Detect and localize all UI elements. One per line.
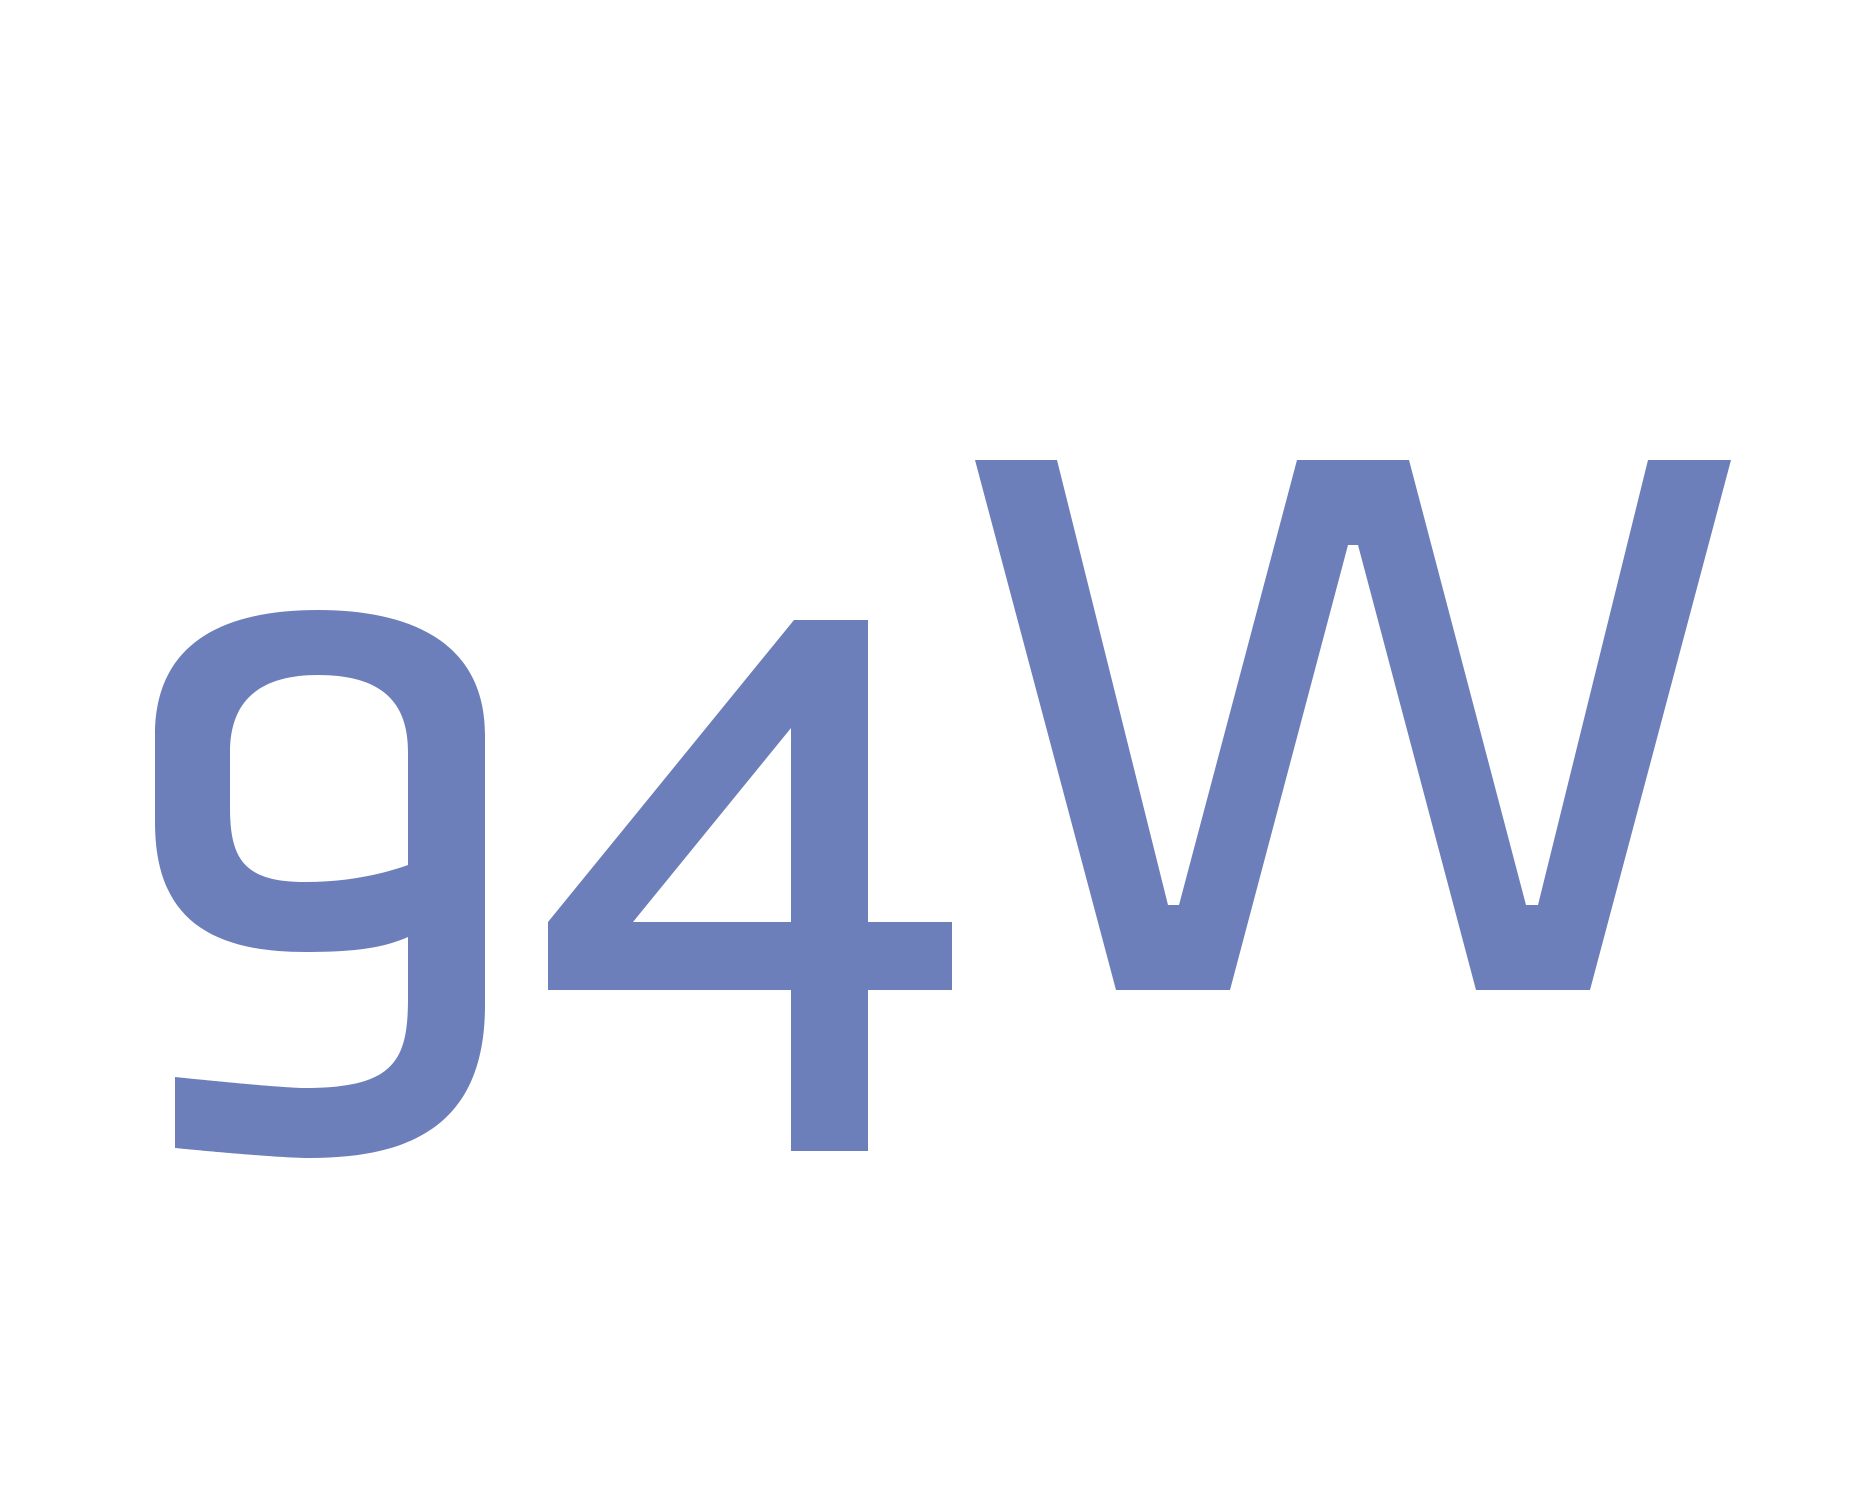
logo-glyph-w xyxy=(975,460,1731,990)
logo-glyph-9 xyxy=(155,610,485,1158)
logo-glyph-4 xyxy=(548,620,952,1151)
